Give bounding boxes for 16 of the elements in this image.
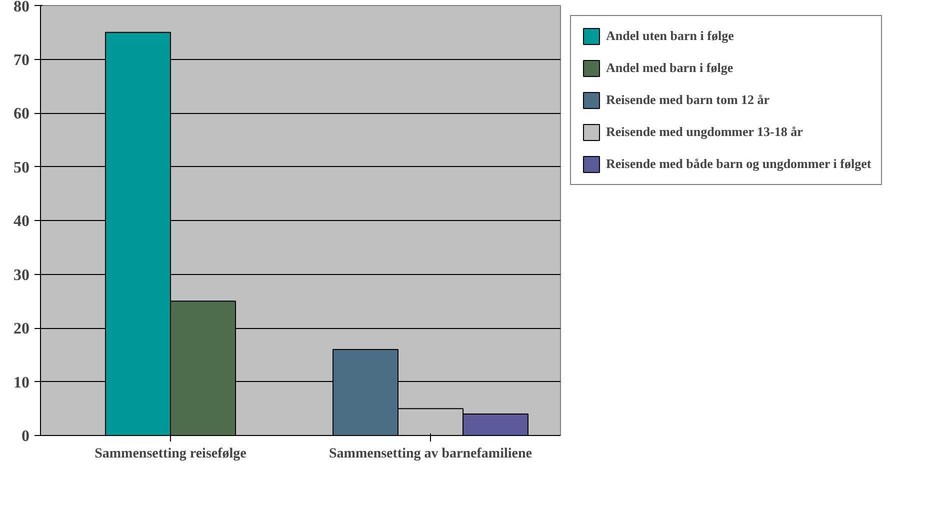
- y-tick-label: 40: [14, 213, 30, 230]
- legend-label: Andel uten barn i følge: [606, 28, 734, 44]
- x-tick-label: Sammensetting reisefølge: [94, 446, 246, 462]
- legend-label: Reisende med barn tom 12 år: [606, 92, 770, 108]
- y-tick-label: 50: [14, 159, 30, 176]
- legend-label: Reisende med både barn og ungdommer i følget: [606, 156, 872, 172]
- y-tick-label: 10: [14, 374, 30, 392]
- y-tick-label: 60: [14, 106, 30, 122]
- y-tick-label: 20: [14, 320, 30, 338]
- y-tick-label: 70: [14, 52, 30, 69]
- legend-label: Reisende med ungdommer 13-18 år: [606, 124, 803, 140]
- x-tick-label: Sammensetting av barnefamiliene: [329, 446, 532, 462]
- y-tick-label: 80: [14, 0, 30, 16]
- y-tick-label: 0: [22, 428, 30, 445]
- legend-label: Andel med barn i følge: [606, 60, 734, 76]
- y-tick-label: 30: [14, 266, 30, 284]
